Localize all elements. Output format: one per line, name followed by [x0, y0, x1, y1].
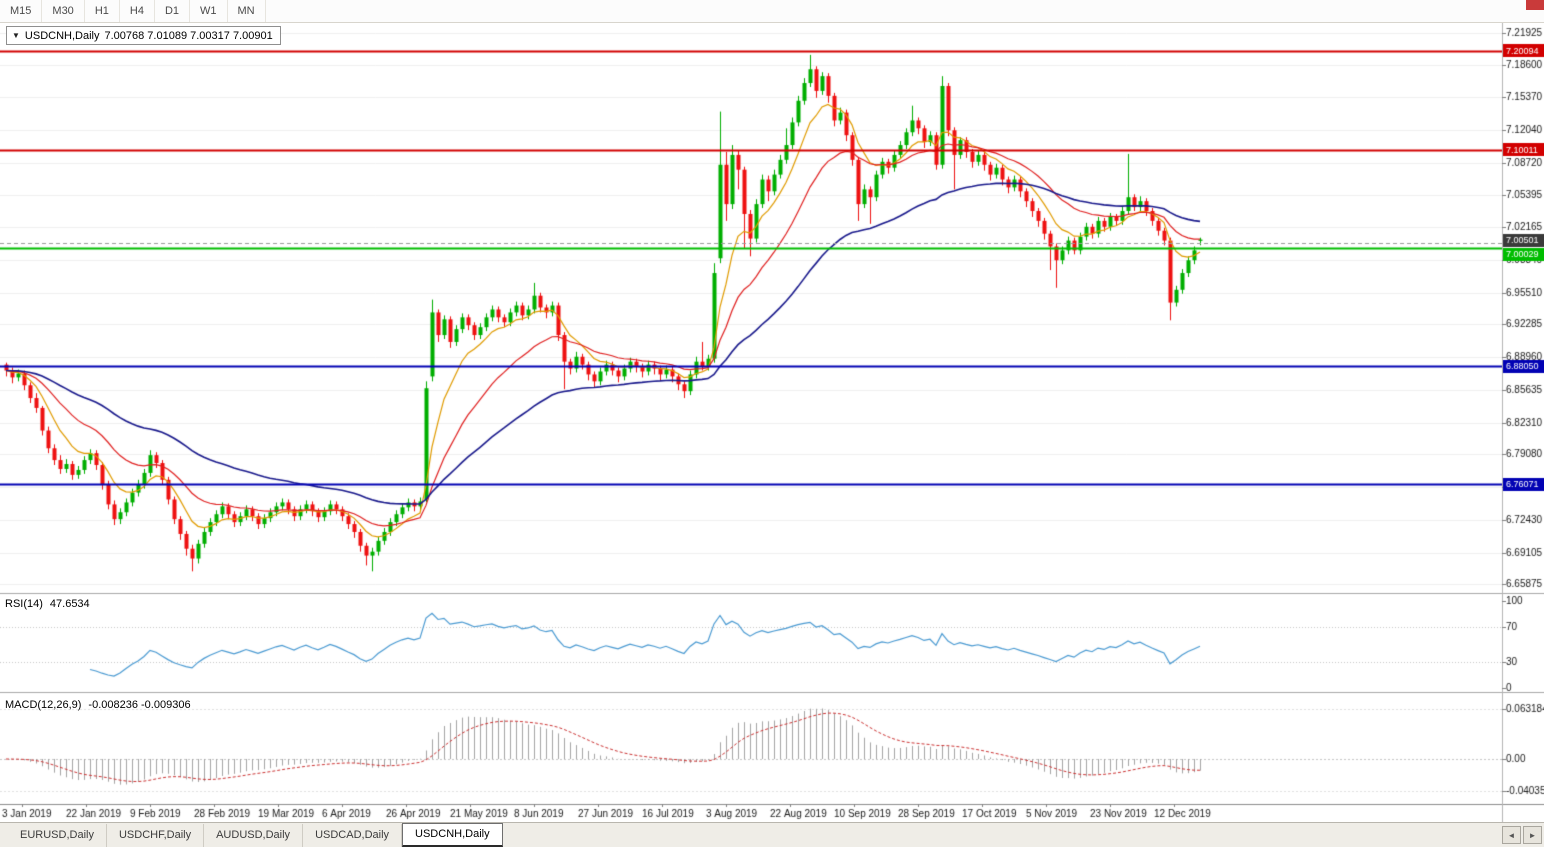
tab-usdchf-daily[interactable]: USDCHF,Daily — [107, 824, 205, 847]
tab-label: USDCNH,Daily — [415, 828, 490, 840]
timeframe-m15-button[interactable]: M15 — [0, 0, 43, 22]
tab-usdcad-daily[interactable]: USDCAD,Daily — [303, 824, 403, 847]
macd-name: MACD(12,26,9) — [5, 699, 82, 711]
chart-symbol-label: USDCNH,Daily — [24, 29, 100, 42]
timeframe-h1-button[interactable]: H1 — [85, 0, 120, 22]
tab-label: USDCHF,Daily — [118, 829, 192, 841]
collapse-arrow-icon[interactable]: ▼ — [12, 30, 20, 40]
timeframe-m30-button[interactable]: M30 — [42, 0, 85, 22]
window-control-marker — [1526, 0, 1544, 10]
chart-area: ▼ USDCNH,Daily 7.00768 7.01089 7.00317 7… — [0, 22, 1544, 822]
macd-values: -0.008236 -0.009306 — [88, 699, 191, 711]
price-chart-canvas[interactable] — [0, 22, 1544, 822]
timeframe-d1-button[interactable]: D1 — [155, 0, 190, 22]
rsi-value: 47.6534 — [49, 598, 90, 610]
chart-title-box: ▼ USDCNH,Daily 7.00768 7.01089 7.00317 7… — [6, 26, 281, 45]
chart-tabbar: EURUSD,Daily USDCHF,Daily AUDUSD,Daily U… — [0, 822, 1544, 847]
tab-scroll-right-button[interactable]: ► — [1523, 826, 1542, 844]
right-arrow-icon: ► — [1528, 830, 1537, 840]
tab-label: EURUSD,Daily — [20, 829, 94, 841]
tab-audusd-daily[interactable]: AUDUSD,Daily — [204, 824, 304, 847]
rsi-indicator-label: RSI(14) 47.6534 — [5, 598, 90, 610]
chart-ohlc-values: 7.00768 7.01089 7.00317 7.00901 — [104, 29, 273, 42]
left-arrow-icon: ◄ — [1507, 830, 1516, 840]
tab-label: AUDUSD,Daily — [216, 829, 291, 841]
timeframe-w1-button[interactable]: W1 — [190, 0, 228, 22]
tab-scroll-left-button[interactable]: ◄ — [1502, 826, 1521, 844]
rsi-name: RSI(14) — [5, 598, 43, 610]
tab-usdcnh-daily-active[interactable]: USDCNH,Daily — [402, 823, 503, 847]
tab-eurusd-daily[interactable]: EURUSD,Daily — [8, 824, 107, 847]
timeframe-h4-button[interactable]: H4 — [120, 0, 155, 22]
timeframe-mn-button[interactable]: MN — [228, 0, 266, 22]
tab-scroll-buttons: ◄ ► — [1502, 826, 1542, 844]
timeframe-toolbar: M15 M30 H1 H4 D1 W1 MN — [0, 0, 1544, 23]
macd-indicator-label: MACD(12,26,9) -0.008236 -0.009306 — [5, 699, 191, 711]
tab-label: USDCAD,Daily — [315, 829, 390, 841]
